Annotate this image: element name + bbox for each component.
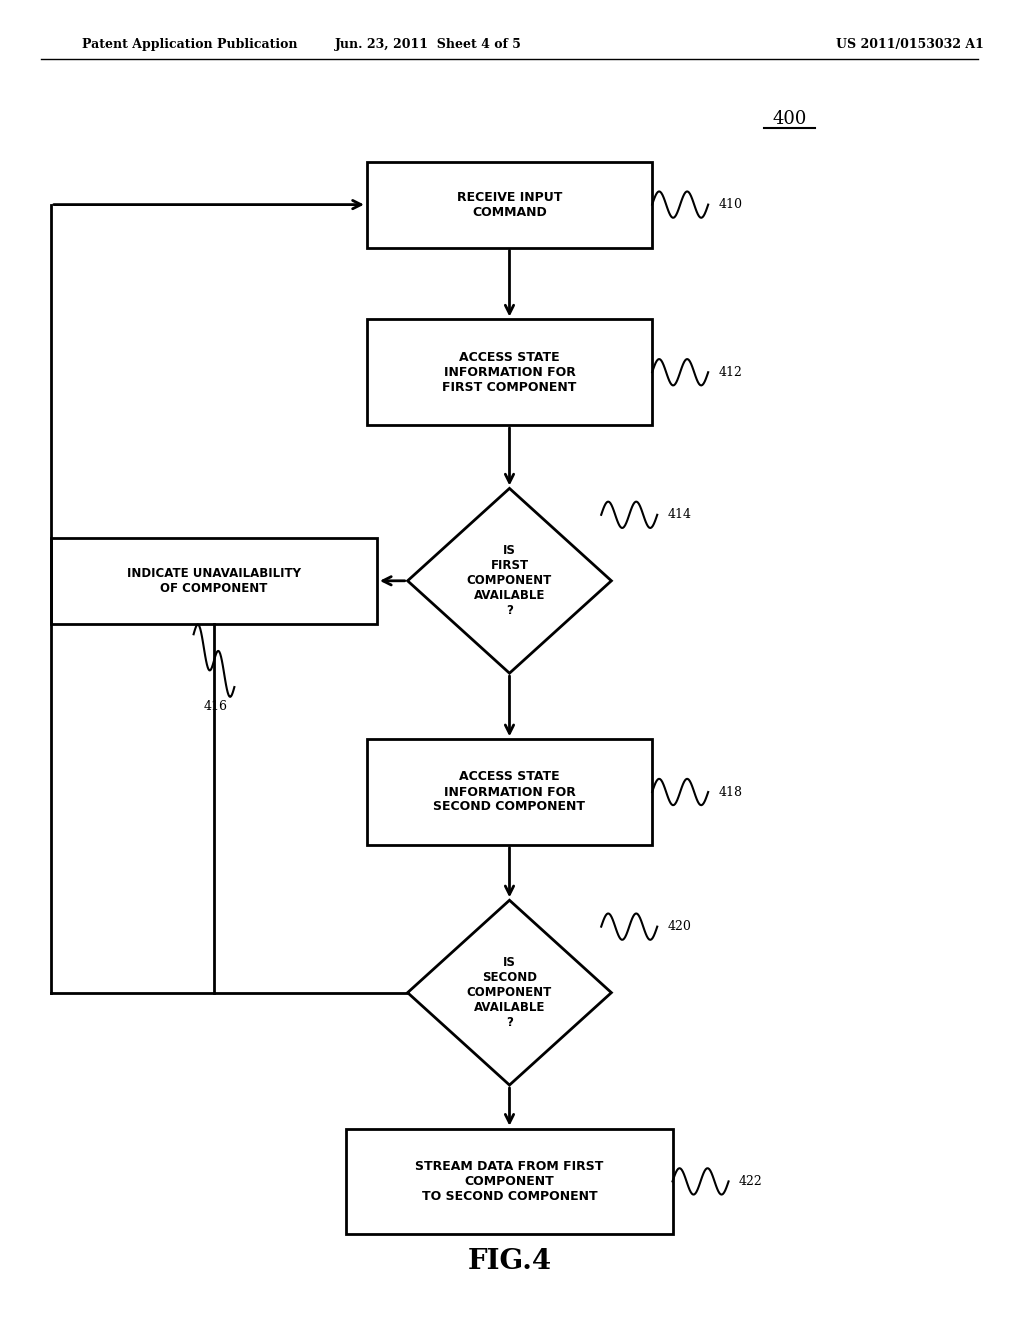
Text: 412: 412 bbox=[719, 366, 742, 379]
FancyBboxPatch shape bbox=[367, 739, 652, 845]
Text: STREAM DATA FROM FIRST
COMPONENT
TO SECOND COMPONENT: STREAM DATA FROM FIRST COMPONENT TO SECO… bbox=[416, 1160, 604, 1203]
Text: US 2011/0153032 A1: US 2011/0153032 A1 bbox=[836, 38, 983, 51]
Text: 410: 410 bbox=[719, 198, 742, 211]
Text: IS
SECOND
COMPONENT
AVAILABLE
?: IS SECOND COMPONENT AVAILABLE ? bbox=[467, 956, 552, 1030]
Text: 416: 416 bbox=[204, 701, 227, 713]
Text: Patent Application Publication: Patent Application Publication bbox=[82, 38, 297, 51]
Text: 418: 418 bbox=[719, 785, 742, 799]
Polygon shape bbox=[408, 488, 611, 673]
FancyBboxPatch shape bbox=[367, 162, 652, 248]
Text: ACCESS STATE
INFORMATION FOR
SECOND COMPONENT: ACCESS STATE INFORMATION FOR SECOND COMP… bbox=[433, 771, 586, 813]
Text: RECEIVE INPUT
COMMAND: RECEIVE INPUT COMMAND bbox=[457, 190, 562, 219]
Text: IS
FIRST
COMPONENT
AVAILABLE
?: IS FIRST COMPONENT AVAILABLE ? bbox=[467, 544, 552, 618]
Text: INDICATE UNAVAILABILITY
OF COMPONENT: INDICATE UNAVAILABILITY OF COMPONENT bbox=[127, 566, 301, 595]
FancyBboxPatch shape bbox=[346, 1129, 673, 1234]
Polygon shape bbox=[408, 900, 611, 1085]
Text: FIG.4: FIG.4 bbox=[467, 1249, 552, 1275]
Text: 400: 400 bbox=[772, 110, 807, 128]
FancyBboxPatch shape bbox=[51, 539, 377, 623]
Text: ACCESS STATE
INFORMATION FOR
FIRST COMPONENT: ACCESS STATE INFORMATION FOR FIRST COMPO… bbox=[442, 351, 577, 393]
Text: 422: 422 bbox=[738, 1175, 763, 1188]
Text: Jun. 23, 2011  Sheet 4 of 5: Jun. 23, 2011 Sheet 4 of 5 bbox=[335, 38, 521, 51]
FancyBboxPatch shape bbox=[367, 319, 652, 425]
Text: 420: 420 bbox=[668, 920, 691, 933]
Text: 414: 414 bbox=[668, 508, 691, 521]
